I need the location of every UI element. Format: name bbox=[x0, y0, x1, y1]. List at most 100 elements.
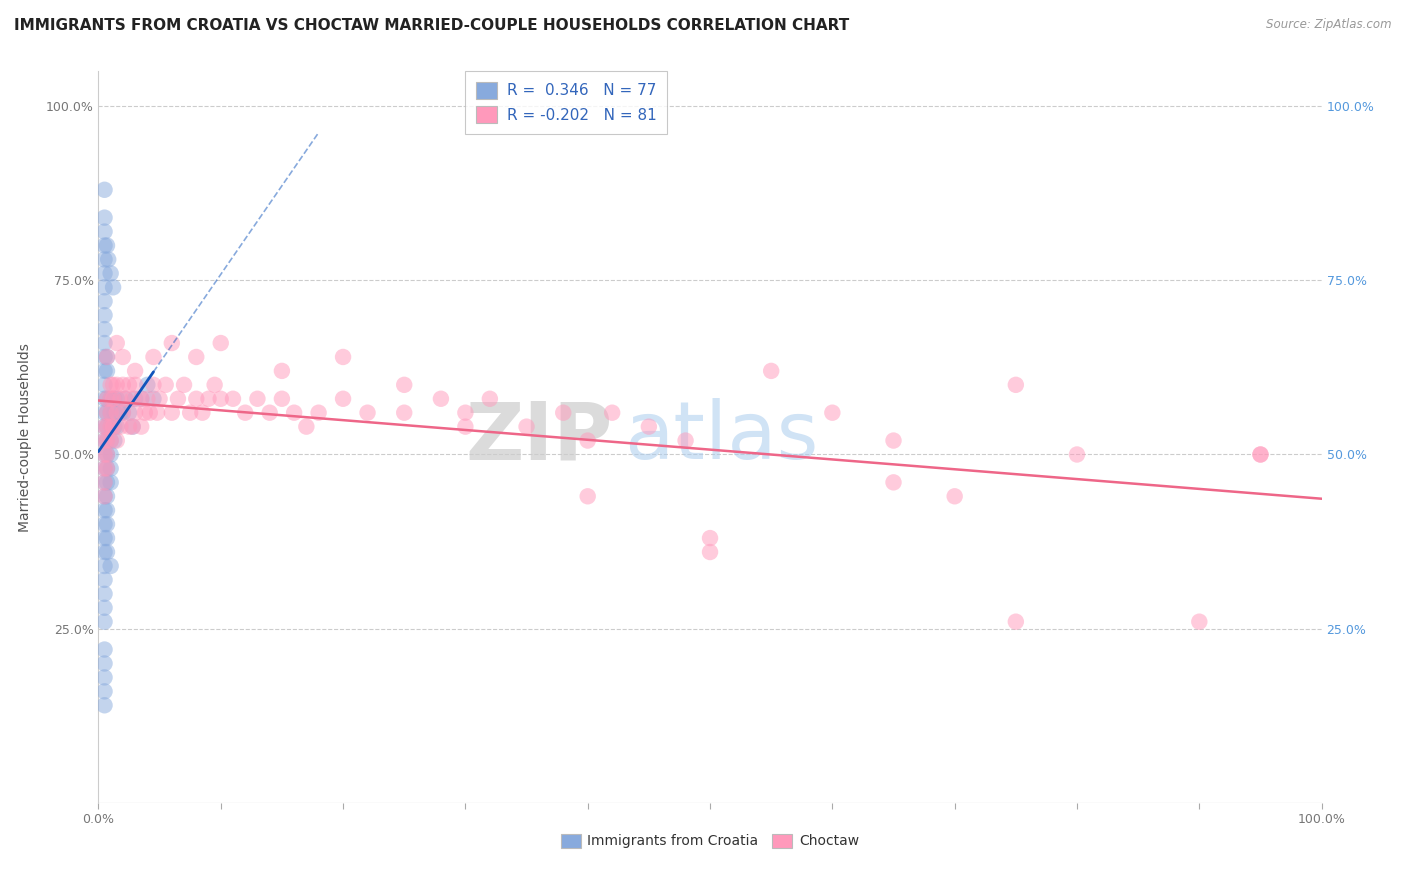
Point bbox=[111, 350, 134, 364]
Point bbox=[93, 475, 115, 490]
Point bbox=[136, 377, 159, 392]
Point bbox=[139, 406, 162, 420]
Point bbox=[100, 406, 122, 420]
Point bbox=[93, 336, 115, 351]
Text: IMMIGRANTS FROM CROATIA VS CHOCTAW MARRIED-COUPLE HOUSEHOLDS CORRELATION CHART: IMMIGRANTS FROM CROATIA VS CHOCTAW MARRI… bbox=[14, 18, 849, 33]
Point bbox=[96, 434, 118, 448]
Point bbox=[93, 183, 115, 197]
Point bbox=[197, 392, 219, 406]
Point bbox=[295, 419, 318, 434]
Point bbox=[943, 489, 966, 503]
Point bbox=[118, 377, 141, 392]
Point bbox=[430, 392, 453, 406]
Point bbox=[93, 322, 115, 336]
Point bbox=[100, 392, 122, 406]
Point bbox=[93, 670, 115, 684]
Point bbox=[186, 392, 208, 406]
Point bbox=[454, 419, 477, 434]
Point bbox=[1004, 377, 1026, 392]
Point bbox=[105, 377, 128, 392]
Point bbox=[209, 392, 232, 406]
Point bbox=[111, 377, 134, 392]
Point bbox=[883, 475, 905, 490]
Point bbox=[93, 461, 115, 475]
Point bbox=[761, 364, 783, 378]
Point bbox=[100, 475, 122, 490]
Point bbox=[97, 252, 120, 267]
Point bbox=[160, 336, 183, 351]
Point bbox=[96, 419, 118, 434]
Point bbox=[118, 406, 141, 420]
Point bbox=[93, 238, 115, 252]
Point bbox=[96, 545, 118, 559]
Point bbox=[100, 448, 122, 462]
Point bbox=[332, 350, 354, 364]
Point bbox=[136, 392, 159, 406]
Point bbox=[103, 434, 125, 448]
Text: Source: ZipAtlas.com: Source: ZipAtlas.com bbox=[1267, 18, 1392, 31]
Point bbox=[96, 461, 118, 475]
Point bbox=[100, 461, 122, 475]
Point bbox=[93, 558, 115, 573]
Point bbox=[101, 280, 124, 294]
Point bbox=[121, 419, 143, 434]
Point bbox=[93, 419, 115, 434]
Point bbox=[1004, 615, 1026, 629]
Point bbox=[1188, 615, 1211, 629]
Point bbox=[576, 489, 599, 503]
Point bbox=[93, 350, 115, 364]
Point bbox=[93, 684, 115, 698]
Point bbox=[96, 531, 118, 545]
Point bbox=[101, 377, 124, 392]
Point bbox=[308, 406, 330, 420]
Point bbox=[93, 211, 115, 225]
Point bbox=[124, 377, 146, 392]
Point bbox=[93, 657, 115, 671]
Point bbox=[103, 406, 125, 420]
Point bbox=[96, 392, 118, 406]
Point bbox=[100, 406, 122, 420]
Point bbox=[96, 406, 118, 420]
Point bbox=[93, 266, 115, 280]
Point bbox=[155, 377, 177, 392]
Point bbox=[96, 517, 118, 532]
Point bbox=[129, 392, 152, 406]
Point bbox=[100, 392, 122, 406]
Point bbox=[699, 545, 721, 559]
Text: ZIP: ZIP bbox=[465, 398, 612, 476]
Point bbox=[105, 406, 128, 420]
Point bbox=[96, 350, 118, 364]
Point bbox=[883, 434, 905, 448]
Point bbox=[93, 294, 115, 309]
Legend: Immigrants from Croatia, Choctaw: Immigrants from Croatia, Choctaw bbox=[555, 828, 865, 854]
Point bbox=[134, 406, 156, 420]
Point bbox=[105, 392, 128, 406]
Point bbox=[93, 252, 115, 267]
Point bbox=[100, 419, 122, 434]
Point bbox=[93, 225, 115, 239]
Point bbox=[160, 406, 183, 420]
Point bbox=[93, 280, 115, 294]
Point bbox=[100, 434, 122, 448]
Point bbox=[101, 392, 124, 406]
Point bbox=[101, 419, 124, 434]
Point bbox=[96, 448, 118, 462]
Point bbox=[93, 475, 115, 490]
Point bbox=[392, 377, 416, 392]
Point bbox=[96, 364, 118, 378]
Point bbox=[96, 489, 118, 503]
Point bbox=[179, 406, 201, 420]
Point bbox=[173, 377, 195, 392]
Point bbox=[100, 434, 122, 448]
Point bbox=[1249, 448, 1271, 462]
Point bbox=[110, 419, 132, 434]
Point bbox=[93, 448, 115, 462]
Point bbox=[142, 377, 165, 392]
Point bbox=[93, 461, 115, 475]
Point bbox=[124, 392, 146, 406]
Point bbox=[93, 587, 115, 601]
Point bbox=[270, 364, 294, 378]
Point bbox=[142, 350, 165, 364]
Point bbox=[105, 419, 128, 434]
Point bbox=[96, 350, 118, 364]
